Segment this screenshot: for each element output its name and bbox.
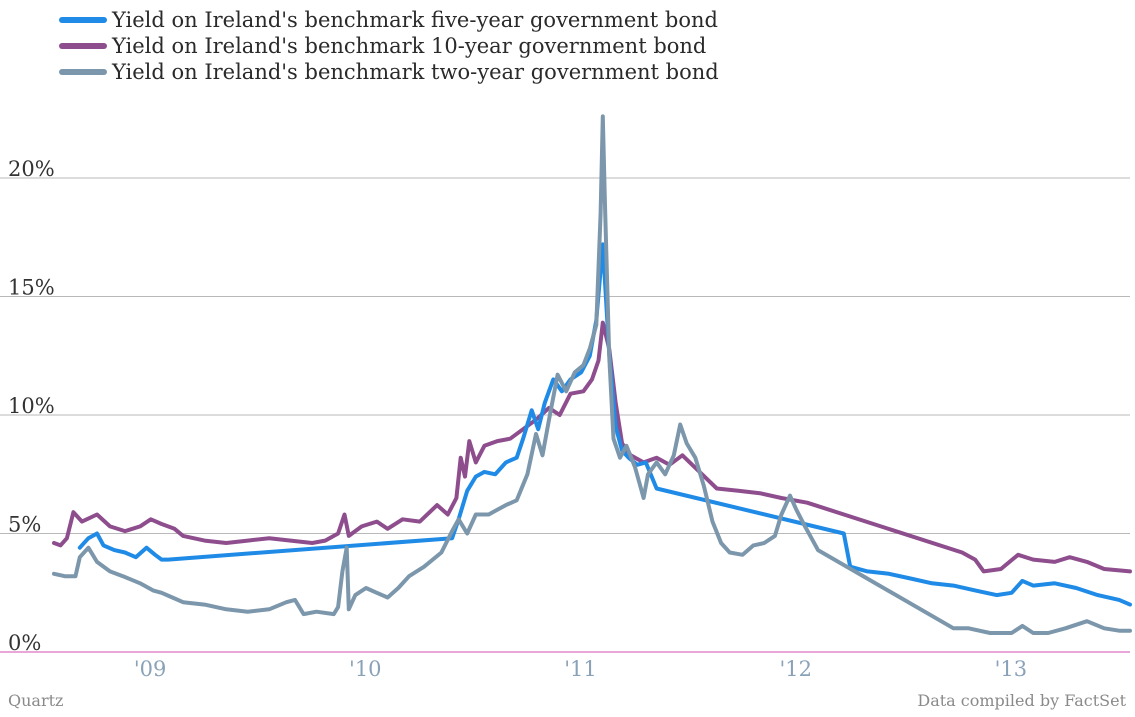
source-right: Data compiled by FactSet [917,691,1126,710]
legend-label: Yield on Ireland's benchmark 10-year gov… [111,34,706,58]
x-tick-label: '09 [134,657,167,681]
y-tick-label: 15% [8,276,55,300]
grid-lines [0,177,1130,534]
y-tick-label: 10% [8,394,55,418]
y-tick-label: 20% [8,157,55,181]
series-line-2 [52,114,1132,635]
x-tick-label: '11 [564,657,597,681]
y-axis-tick-labels: 0% 5% 10% 15% 20% [8,157,55,655]
source-left: Quartz [8,691,63,710]
y-tick-label: 5% [8,513,41,537]
x-tick-label: '12 [779,657,812,681]
legend-label: Yield on Ireland's benchmark five-year g… [111,8,718,32]
x-axis-tick-labels: '09 '10 '11 '12 '13 [134,657,1027,681]
y-tick-label: 0% [8,631,41,655]
x-tick-label: '10 [349,657,382,681]
series-lines [52,114,1132,635]
series-line-1 [52,320,1132,574]
x-tick-label: '13 [995,657,1028,681]
series-line-0 [77,242,1132,607]
legend: Yield on Ireland's benchmark five-year g… [59,8,719,84]
legend-label: Yield on Ireland's benchmark two-year go… [111,60,719,84]
